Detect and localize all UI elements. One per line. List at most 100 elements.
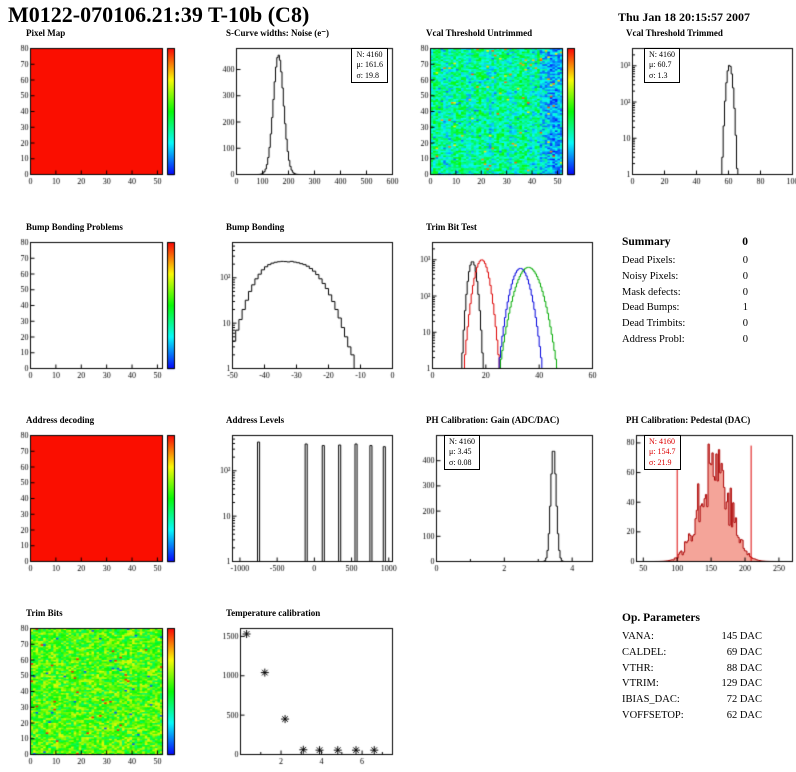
op-parameter-row: IBIAS_DAC: 72 DAC — [622, 692, 762, 708]
bump-bonding-canvas — [206, 234, 402, 384]
stats-line: N: 4160 — [356, 50, 383, 59]
plot-address-levels: Address Levels — [206, 415, 402, 583]
stats-line: μ: 3.45 — [449, 447, 472, 457]
summary-row-label: Address Probl: — [622, 333, 685, 345]
trim-bit-test-canvas — [406, 234, 602, 384]
plot-title: Bump Bonding Problems — [26, 222, 123, 232]
summary-row: Mask defects: 0 — [622, 285, 748, 301]
op-parameters-panel: Op. Parameters VANA: 145 DAC CALDEL: 69 … — [622, 612, 762, 724]
trim-bits-canvas — [6, 620, 202, 770]
plot-title: Trim Bit Test — [426, 222, 477, 232]
stats-box: N: 4160 μ: 161.6 σ: 19.8 — [351, 48, 388, 84]
plot-title: PH Calibration: Pedestal (DAC) — [626, 415, 751, 425]
plot-bump-bonding-problems: Bump Bonding Problems — [6, 222, 202, 390]
op-parameter-row: VTHR: 88 DAC — [622, 661, 762, 677]
plot-title: S-Curve widths: Noise (e⁻) — [226, 28, 329, 38]
summary-row-value: 1 — [742, 302, 748, 314]
address-decoding-canvas — [6, 427, 202, 577]
ph-gain-canvas — [406, 427, 602, 577]
op-row-value: 88 DAC — [726, 662, 762, 674]
op-row-label: IBIAS_DAC: — [622, 694, 680, 705]
summary-header: Summary 0 — [622, 236, 748, 248]
stats-line: μ: 161.6 — [356, 60, 383, 70]
summary-row-value: 0 — [742, 333, 748, 345]
summary-panel: Summary 0 Dead Pixels: 0 Noisy Pixels: 0… — [622, 236, 748, 348]
op-parameter-row: VTRIM: 129 DAC — [622, 676, 762, 692]
plot-title: Address decoding — [26, 415, 95, 425]
summary-row-value: 0 — [742, 270, 748, 282]
summary-row: Noisy Pixels: 0 — [622, 269, 748, 285]
op-row-label: VOFFSETOP: — [622, 709, 684, 721]
stats-line: N: 4160 — [649, 50, 675, 59]
stats-line: σ: 0.08 — [449, 457, 472, 467]
plot-title: Pixel Map — [26, 28, 66, 38]
vcal-trimmed-canvas — [606, 40, 796, 190]
plot-title: Vcal Threshold Trimmed — [626, 28, 723, 38]
summary-title: Summary — [622, 236, 671, 248]
plot-temperature-calibration: Temperature calibration — [206, 608, 402, 772]
plot-trim-bit-test: Trim Bit Test — [406, 222, 602, 390]
plot-pixel-map: Pixel Map — [6, 28, 202, 196]
op-parameters-header: Op. Parameters — [622, 612, 762, 624]
op-row-label: VTHR: — [622, 662, 654, 674]
ph-pedestal-canvas — [606, 427, 796, 577]
op-row-label: VTRIM: — [622, 678, 659, 690]
summary-row-label: Dead Trimbits: — [622, 318, 686, 329]
op-row-value: 72 DAC — [726, 694, 762, 705]
summary-row-label: Dead Pixels: — [622, 255, 676, 266]
op-row-value: 145 DAC — [721, 631, 762, 642]
report-timestamp: Thu Jan 18 20:15:57 2007 — [618, 10, 751, 24]
stats-box: N: 4160 μ: 60.7 σ: 1.3 — [644, 48, 680, 84]
op-row-label: CALDEL: — [622, 646, 667, 658]
summary-total: 0 — [742, 236, 748, 248]
pixel-map-canvas — [6, 40, 202, 190]
op-parameter-row: VOFFSETOP: 62 DAC — [622, 708, 762, 724]
stats-line: σ: 1.3 — [649, 70, 668, 80]
summary-row-label: Mask defects: — [622, 286, 681, 298]
plot-title: PH Calibration: Gain (ADC/DAC) — [426, 415, 560, 425]
plot-ph-calibration-pedestal: PH Calibration: Pedestal (DAC) N: 4160 μ… — [606, 415, 796, 583]
summary-row: Address Probl: 0 — [622, 332, 748, 348]
plot-vcal-threshold-trimmed: Vcal Threshold Trimmed N: 4160 μ: 60.7 σ… — [606, 28, 796, 196]
summary-row: Dead Bumps: 1 — [622, 300, 748, 316]
plot-scurve-noise: S-Curve widths: Noise (e⁻) N: 4160 μ: 16… — [206, 28, 402, 196]
op-parameter-row: CALDEL: 69 DAC — [622, 645, 762, 661]
op-row-value: 69 DAC — [726, 646, 762, 658]
summary-row-label: Dead Bumps: — [622, 302, 680, 314]
stats-line: N: 4160 — [649, 437, 675, 446]
op-parameters-title: Op. Parameters — [622, 612, 700, 624]
summary-row-value: 0 — [742, 286, 748, 298]
summary-row-label: Noisy Pixels: — [622, 270, 679, 282]
plot-address-decoding: Address decoding — [6, 415, 202, 583]
summary-row: Dead Trimbits: 0 — [622, 316, 748, 332]
address-levels-canvas — [206, 427, 402, 577]
plot-title: Temperature calibration — [226, 608, 321, 618]
op-row-value: 129 DAC — [721, 678, 762, 690]
stats-line: σ: 19.8 — [356, 70, 380, 80]
plot-ph-calibration-gain: PH Calibration: Gain (ADC/DAC) N: 4160 μ… — [406, 415, 602, 583]
page-title: M0122-070106.21:39 T-10b (C8) — [8, 2, 310, 27]
op-row-label: VANA: — [622, 631, 654, 642]
stats-line: μ: 154.7 — [649, 447, 676, 457]
stats-box: N: 4160 μ: 154.7 σ: 21.9 — [644, 435, 681, 471]
plot-title: Address Levels — [226, 415, 285, 425]
stats-line: N: 4160 — [449, 437, 475, 446]
stats-box: N: 4160 μ: 3.45 σ: 0.08 — [444, 435, 480, 471]
op-parameter-row: VANA: 145 DAC — [622, 629, 762, 645]
op-row-value: 62 DAC — [726, 709, 762, 721]
summary-row-value: 0 — [742, 318, 748, 329]
plot-title: Trim Bits — [26, 608, 63, 618]
plot-trim-bits: Trim Bits — [6, 608, 202, 772]
bump-problems-canvas — [6, 234, 202, 384]
plot-bump-bonding: Bump Bonding — [206, 222, 402, 390]
plot-title: Bump Bonding — [226, 222, 285, 232]
stats-line: σ: 21.9 — [649, 457, 672, 467]
temperature-canvas — [206, 620, 402, 770]
summary-row: Dead Pixels: 0 — [622, 253, 748, 269]
plot-title: Vcal Threshold Untrimmed — [426, 28, 533, 38]
stats-line: μ: 60.7 — [649, 60, 672, 70]
plot-vcal-threshold-untrimmed: Vcal Threshold Untrimmed — [406, 28, 602, 196]
summary-row-value: 0 — [742, 255, 748, 266]
vcal-untrimmed-canvas — [406, 40, 602, 190]
